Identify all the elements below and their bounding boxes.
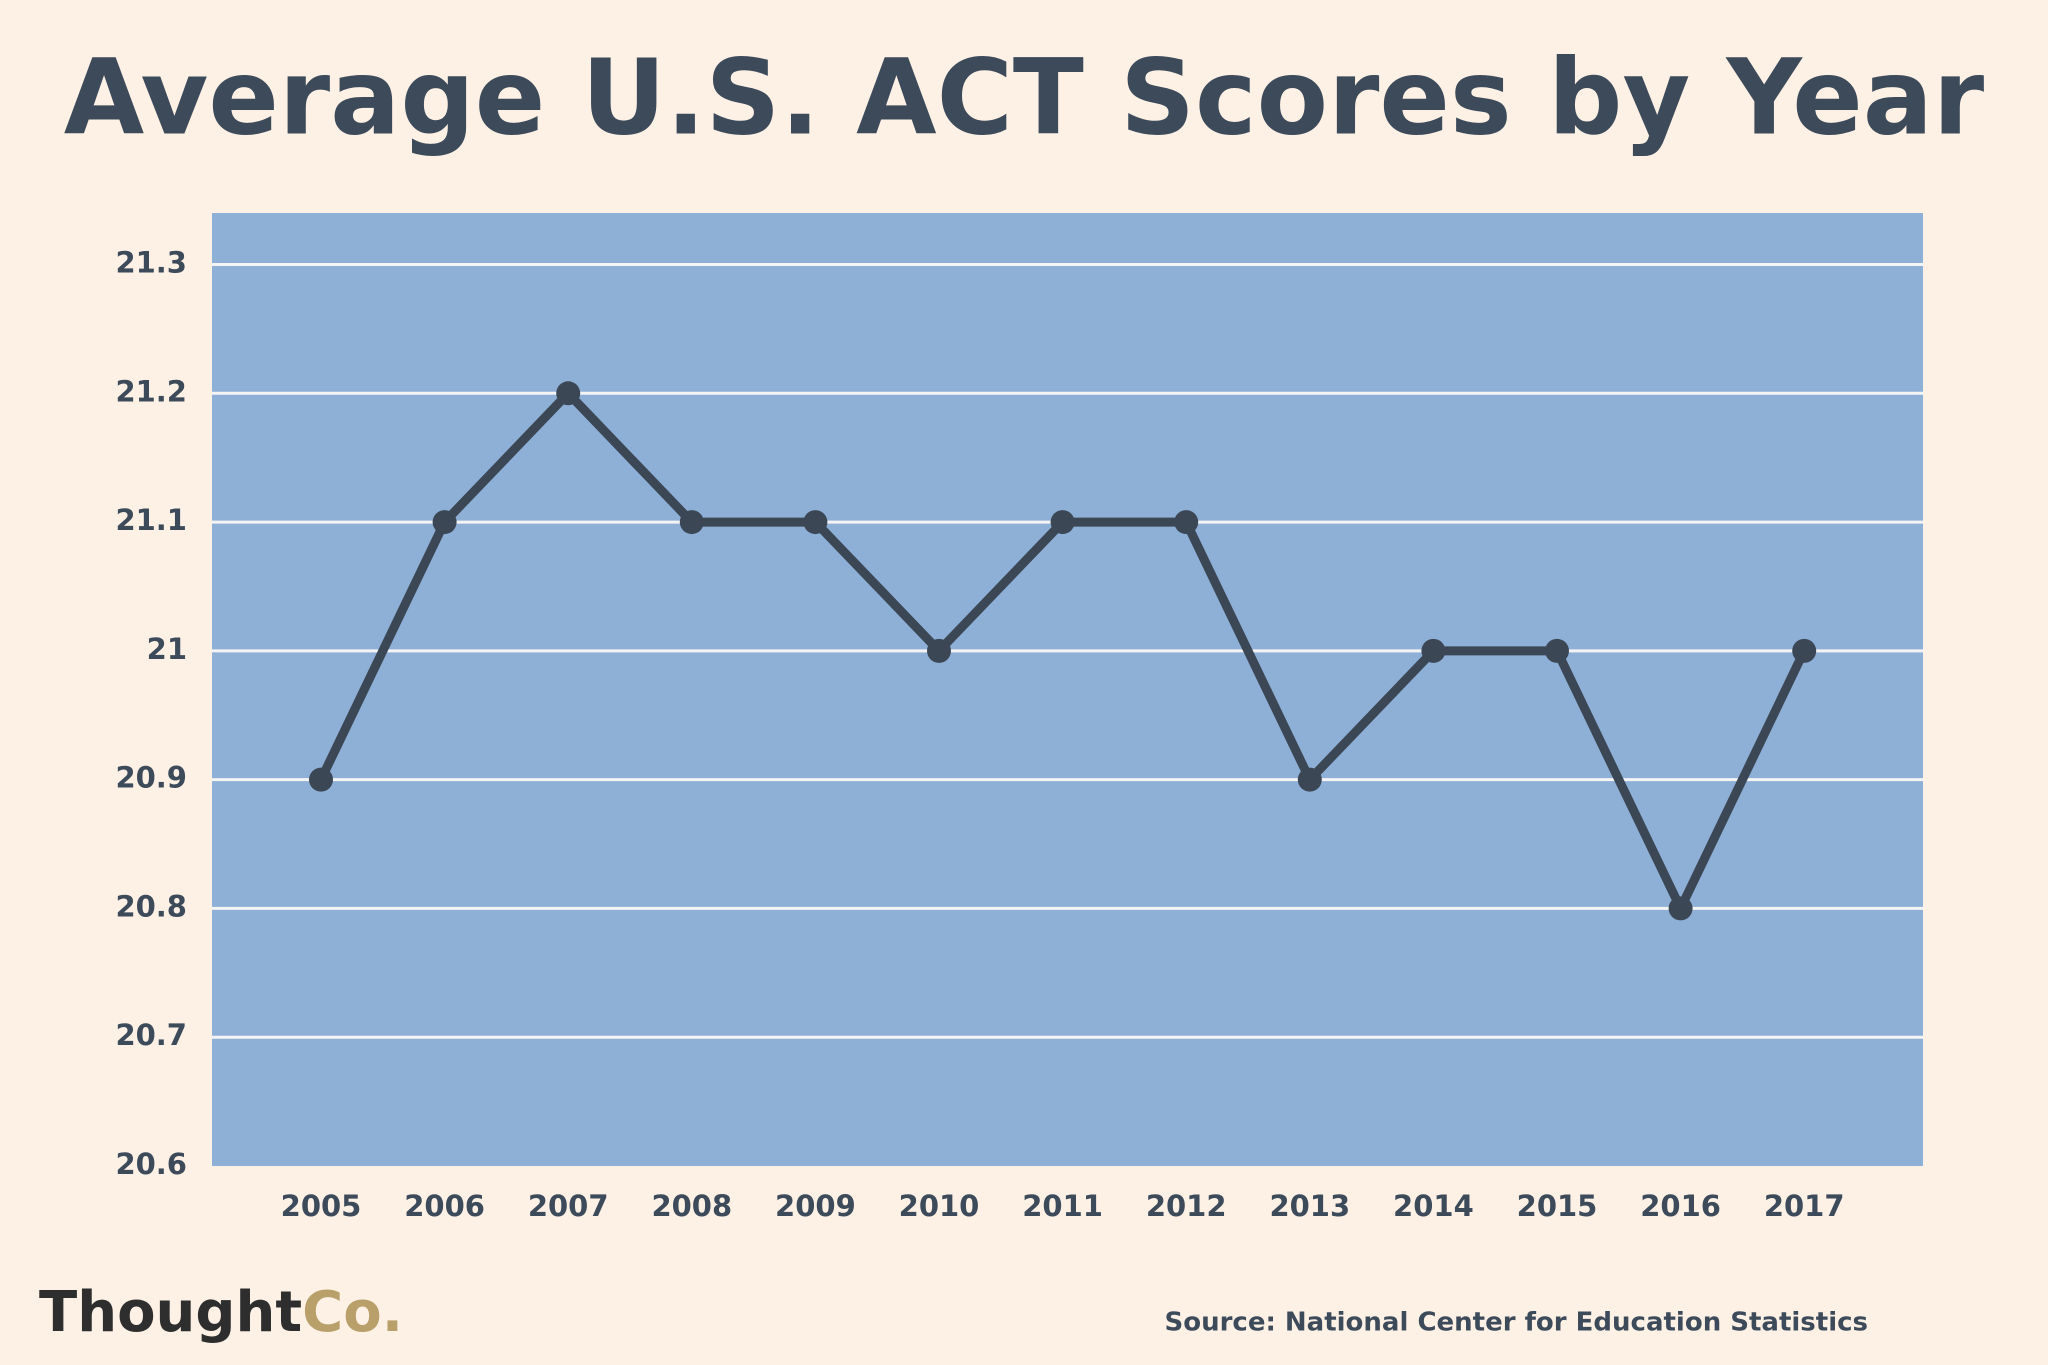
point — [556, 381, 581, 406]
x-tick-label: 2007 — [528, 1189, 609, 1223]
x-tick-label: 2008 — [651, 1189, 732, 1223]
x-tick-label: 2014 — [1393, 1189, 1474, 1223]
point — [1668, 896, 1693, 921]
y-tick-label: 21.2 — [115, 374, 187, 408]
y-tick-label: 20.7 — [115, 1018, 187, 1052]
point — [432, 510, 457, 535]
x-tick-label: 2015 — [1517, 1189, 1598, 1223]
x-tick-label: 2009 — [775, 1189, 856, 1223]
x-tick-label: 2012 — [1146, 1189, 1227, 1223]
x-tick-label: 2013 — [1269, 1189, 1350, 1223]
x-tick-label: 2005 — [281, 1189, 362, 1223]
point — [927, 638, 951, 663]
logo-accent: Co. — [302, 1280, 403, 1345]
y-tick-label: 21.1 — [115, 503, 187, 537]
y-tick-label: 21.3 — [115, 246, 187, 280]
x-tick-label: 2011 — [1022, 1189, 1103, 1223]
point — [679, 510, 704, 535]
chart-title: Average U.S. ACT Scores by Year — [64, 36, 1984, 158]
point — [1297, 767, 1322, 792]
x-tick-label: 2017 — [1764, 1189, 1845, 1223]
x-tick-label: 2006 — [404, 1189, 485, 1223]
y-tick-label: 20.8 — [115, 889, 187, 923]
y-tick-label: 21 — [147, 632, 187, 666]
point — [1545, 638, 1569, 663]
x-tick-label: 2010 — [899, 1189, 980, 1223]
source-note: Source: National Center for Education St… — [1165, 1308, 1869, 1338]
point — [1792, 638, 1817, 663]
logo-text: Thought — [39, 1280, 302, 1345]
logo: ThoughtCo. — [39, 1280, 403, 1345]
point — [1174, 510, 1199, 535]
plot-area — [212, 213, 1923, 1166]
point — [309, 767, 333, 792]
point — [1050, 510, 1075, 535]
y-tick-label: 20.6 — [115, 1147, 187, 1181]
y-tick-label: 20.9 — [115, 761, 187, 795]
x-tick-label: 2016 — [1640, 1189, 1721, 1223]
point — [1421, 638, 1446, 663]
point — [803, 510, 828, 535]
